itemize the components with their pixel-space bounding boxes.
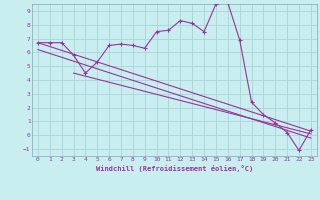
X-axis label: Windchill (Refroidissement éolien,°C): Windchill (Refroidissement éolien,°C): [96, 165, 253, 172]
